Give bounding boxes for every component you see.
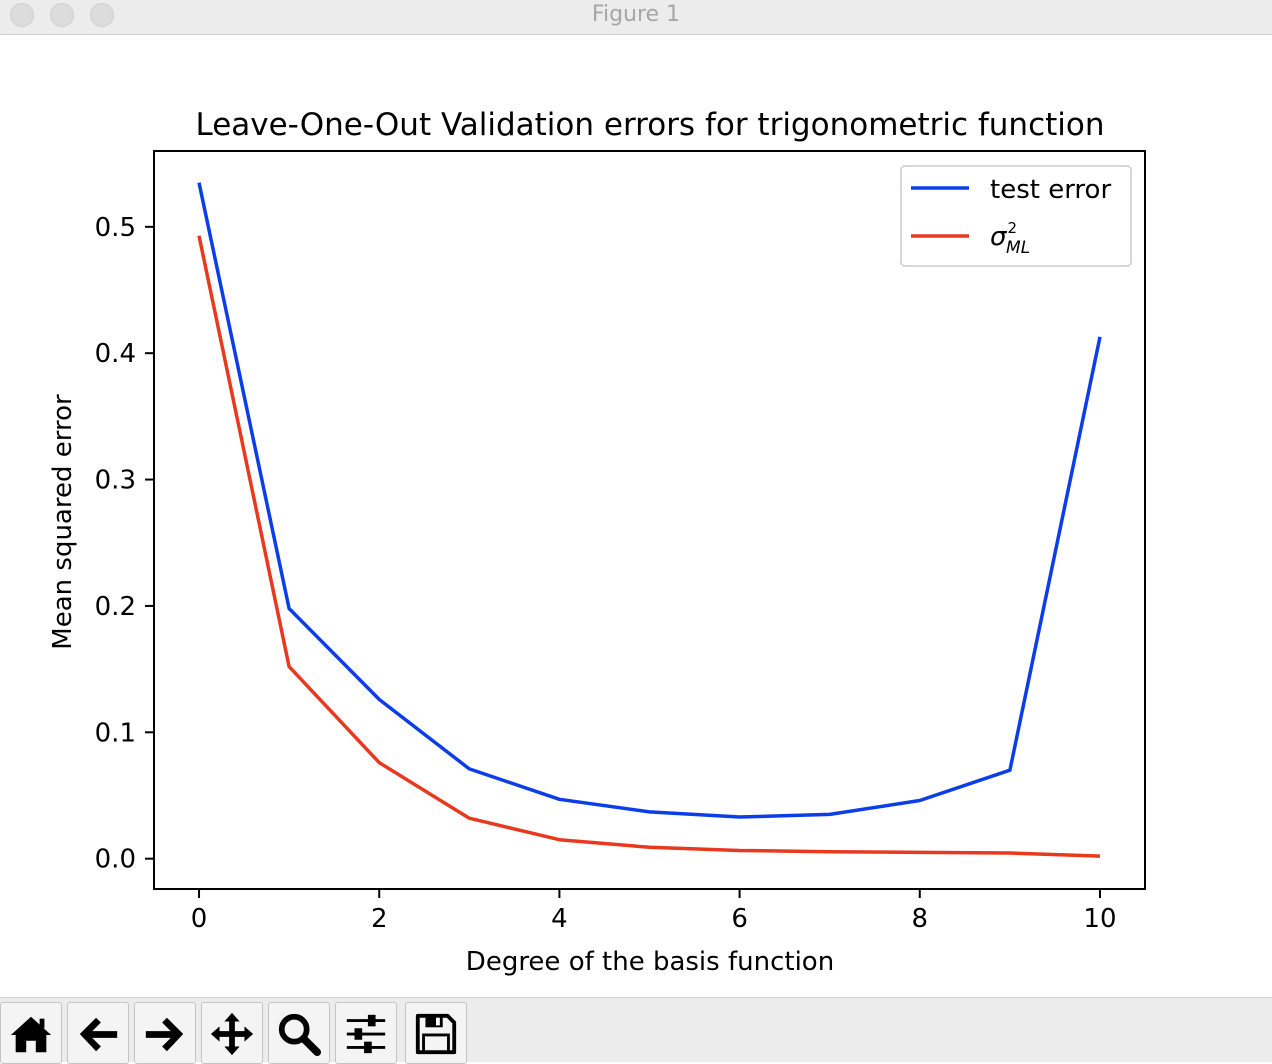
- x-tick-label: 0: [191, 904, 208, 934]
- configure-subplots-button[interactable]: [335, 1002, 397, 1064]
- save-button[interactable]: [405, 1002, 467, 1064]
- zoom-button[interactable]: [268, 1002, 330, 1064]
- y-tick-label: 0.4: [95, 339, 136, 369]
- forward-button[interactable]: [134, 1002, 196, 1064]
- x-tick-label: 2: [371, 904, 388, 934]
- y-tick-label: 0.2: [95, 592, 136, 622]
- window-titlebar: Figure 1: [0, 0, 1272, 35]
- close-window-button[interactable]: [10, 3, 34, 27]
- x-tick-label: 8: [911, 904, 928, 934]
- y-tick-label: 0.0: [95, 845, 136, 875]
- forward-arrow-icon: [145, 1017, 184, 1052]
- x-tick-label: 4: [551, 904, 568, 934]
- x-tick-label: 6: [731, 904, 748, 934]
- zoom-icon: [278, 1013, 322, 1057]
- legend-box: [900, 165, 1132, 267]
- pan-icon: [210, 1012, 254, 1056]
- plot-frame: [153, 150, 1146, 890]
- navigation-toolbar: [0, 997, 1272, 1064]
- chart-title: Leave-One-Out Validation errors for trig…: [195, 107, 1104, 143]
- minimize-window-button[interactable]: [50, 3, 74, 27]
- save-icon: [415, 1013, 457, 1055]
- legend-label-test-error: test error: [990, 175, 1111, 205]
- pan-button[interactable]: [201, 1002, 263, 1064]
- home-icon: [10, 1016, 52, 1053]
- series-line-0: [197, 182, 1102, 819]
- legend: test error σ2 ML: [900, 165, 1132, 267]
- y-tick-label: 0.5: [95, 213, 136, 243]
- legend-label-sigma-ml: σ2 ML: [990, 219, 1030, 258]
- series-line-1: [197, 235, 1101, 858]
- window-title: Figure 1: [591, 2, 681, 27]
- home-button[interactable]: [0, 1002, 62, 1064]
- zoom-window-button[interactable]: [90, 3, 114, 27]
- back-button[interactable]: [67, 1002, 129, 1064]
- y-axis-label: Mean squared error: [48, 394, 78, 650]
- figure-canvas: Leave-One-Out Validation errors for trig…: [0, 35, 1272, 997]
- configure-subplots-icon: [346, 1014, 386, 1054]
- chart: Leave-One-Out Validation errors for trig…: [48, 107, 1146, 977]
- x-axis-ticks: 0 2 4 6 8 10: [191, 889, 1117, 934]
- x-tick-label: 10: [1083, 904, 1116, 934]
- y-tick-label: 0.3: [95, 466, 136, 496]
- x-axis-label: Degree of the basis function: [466, 947, 834, 977]
- y-tick-label: 0.1: [95, 718, 136, 748]
- plot-lines: [197, 182, 1102, 858]
- y-axis-ticks: 0.0 0.1 0.2 0.3 0.4 0.5: [95, 213, 154, 875]
- back-arrow-icon: [79, 1017, 118, 1052]
